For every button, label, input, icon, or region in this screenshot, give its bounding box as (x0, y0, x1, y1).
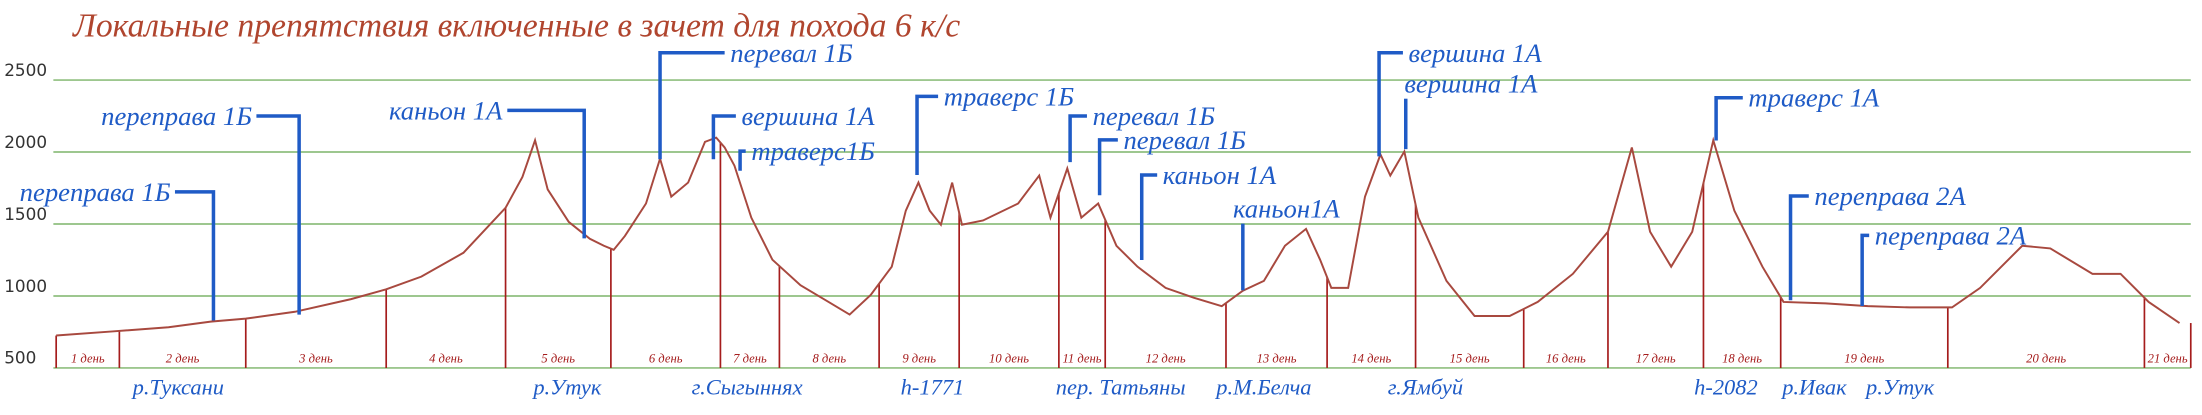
day-label: 7 день (733, 351, 767, 365)
annotation-label: траверс 1А (1748, 83, 1880, 113)
annotation-leader (915, 94, 939, 176)
annotation-leader (1097, 138, 1118, 196)
annotation-label: траверс1Б (751, 136, 875, 166)
annotation-leader (1377, 51, 1403, 157)
annotation-label: каньон 1А (389, 95, 503, 125)
annotation-leader (256, 114, 301, 315)
place-label: р.Туксани (131, 375, 224, 400)
day-label: 4 день (429, 351, 463, 365)
annotation-label: каньон 1А (1163, 160, 1277, 190)
day-label: 17 день (1636, 351, 1676, 365)
annotation-label: переправа 1Б (20, 177, 171, 207)
day-label: 5 день (541, 351, 575, 365)
annotation-leader (1139, 173, 1158, 260)
place-label: г.Ямбуй (1388, 375, 1463, 400)
day-label: 10 день (989, 351, 1029, 365)
day-label: 9 день (902, 351, 936, 365)
place-label: h-1771 (901, 375, 965, 400)
day-label: 6 день (649, 351, 683, 365)
annotation-leader (1788, 194, 1809, 301)
annotation-label: каньон1А (1233, 194, 1340, 224)
annotation-label: переправа 2А (1814, 181, 1966, 211)
annotation-leader (658, 51, 725, 160)
y-tick-label: 1000 (4, 276, 47, 296)
annotation-leader (174, 190, 216, 321)
annotation-leader (711, 114, 736, 160)
day-label: 8 день (812, 351, 846, 365)
day-label: 14 день (1351, 351, 1391, 365)
day-label: 20 день (2026, 351, 2066, 365)
annotation-label: траверс 1Б (944, 81, 1075, 111)
place-label: пер. Татьяны (1056, 375, 1186, 400)
annotation-label: перевал 1Б (1093, 101, 1216, 131)
place-label: h-2082 (1694, 375, 1758, 400)
annotation-label: переправа 1Б (101, 101, 252, 131)
day-label: 1 день (71, 351, 105, 365)
day-label: 2 день (166, 351, 200, 365)
place-label: р.Ивак (1780, 375, 1847, 400)
day-label: 21 день (2148, 351, 2188, 365)
place-label: г.Сыгыннях (692, 375, 803, 400)
annotation-leader (1068, 114, 1087, 163)
day-label: 3 день (298, 351, 333, 365)
annotation-label: вершина 1А (741, 101, 875, 131)
annotation-label: вершина 1А (1404, 69, 1538, 99)
day-label: 11 день (1063, 351, 1102, 365)
place-label: р.М.Белча (1214, 375, 1311, 400)
day-label: 19 день (1844, 351, 1884, 365)
annotation-leader (738, 149, 746, 171)
day-label: 16 день (1546, 351, 1586, 365)
y-tick-label: 1500 (4, 204, 47, 224)
place-label: р.Утук (531, 375, 602, 400)
place-label: р.Утук (1864, 375, 1935, 400)
annotation-label: перевал 1Б (730, 38, 853, 68)
annotation-label: перевал 1Б (1123, 125, 1246, 155)
y-tick-label: 2000 (4, 132, 47, 152)
y-tick-label: 2500 (4, 60, 47, 80)
annotation-label: переправа 2А (1875, 220, 2027, 250)
annotation-label: вершина 1А (1409, 38, 1543, 68)
annotation-leader (1714, 95, 1743, 141)
day-label: 12 день (1146, 351, 1186, 365)
chart-title: Локальные препятствия включенные в зачет… (72, 8, 960, 45)
y-tick-label: 500 (4, 348, 36, 368)
day-label: 13 день (1257, 351, 1297, 365)
day-label: 15 день (1450, 351, 1490, 365)
day-label: 18 день (1722, 351, 1762, 365)
annotation-leader (1860, 233, 1870, 307)
annotation-leader (507, 108, 586, 239)
